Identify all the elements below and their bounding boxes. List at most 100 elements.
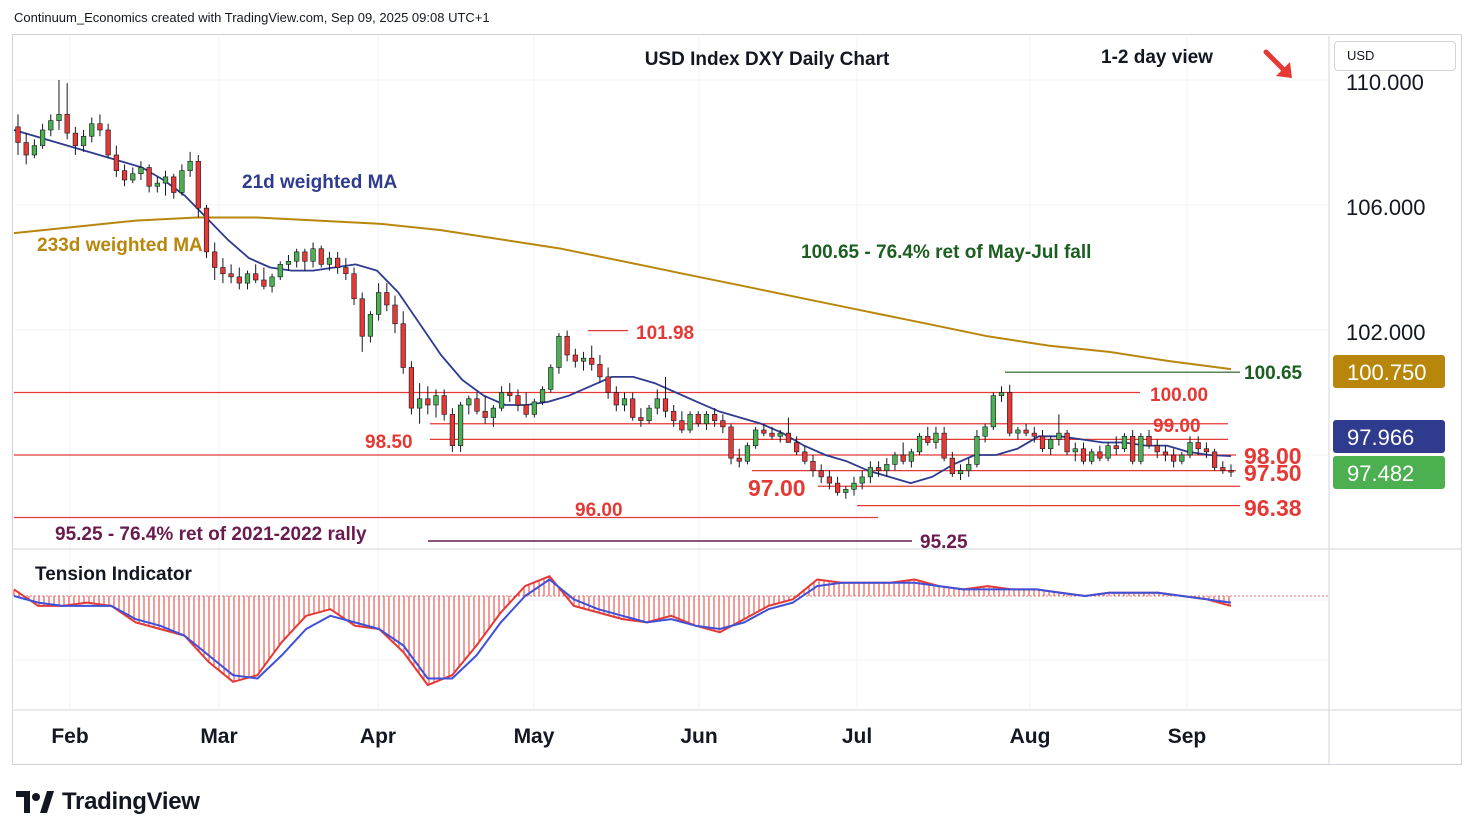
candle xyxy=(376,283,382,321)
price-tag-bg xyxy=(1333,456,1445,489)
wma21-line xyxy=(13,129,1232,485)
axes: 110.000 106.000 102.000 Feb Mar Apr May Jun Jul A… xyxy=(12,36,1462,764)
level-label-100-00: 100.00 xyxy=(1150,385,1208,406)
candle-body xyxy=(949,457,955,475)
candle xyxy=(580,351,587,371)
candle xyxy=(203,205,210,259)
candle-body xyxy=(957,470,964,475)
candle-body xyxy=(564,335,570,356)
candle-body xyxy=(56,114,62,121)
candle-body xyxy=(1056,432,1062,440)
candle-body xyxy=(1220,467,1226,471)
view-label: 1-2 day view xyxy=(1101,47,1213,68)
candle xyxy=(703,411,710,430)
candle-body xyxy=(253,273,259,281)
candle xyxy=(834,476,841,496)
candle xyxy=(417,383,423,424)
candle xyxy=(1105,442,1111,462)
candle xyxy=(1171,448,1177,468)
price-tags: 100.750 97.966 97.482 xyxy=(1333,355,1445,489)
candle-body xyxy=(277,264,283,278)
candle-body xyxy=(695,414,701,425)
candle-body xyxy=(195,160,201,209)
wma233-line xyxy=(13,216,1232,371)
unit-selector[interactable]: USD xyxy=(1334,41,1456,71)
candle-body xyxy=(884,464,890,471)
candle xyxy=(695,411,701,427)
level-label-99-00: 99.00 xyxy=(1153,416,1201,437)
long-retracement-label: 95.25 xyxy=(920,532,968,553)
candle-body xyxy=(580,357,587,362)
candle xyxy=(884,458,890,477)
candle xyxy=(39,123,46,149)
candle xyxy=(613,386,619,412)
x-tick-label: Jun xyxy=(680,725,717,748)
candle-body xyxy=(1039,435,1046,450)
price-tag: 97.966 xyxy=(1333,420,1445,453)
candle-body xyxy=(703,414,710,425)
candle-body xyxy=(64,114,70,134)
candle xyxy=(957,464,964,480)
candle-body xyxy=(523,404,529,415)
candle-body xyxy=(998,392,1005,396)
candle xyxy=(744,442,751,465)
candle xyxy=(187,151,193,177)
candle-body xyxy=(1121,435,1128,450)
candle xyxy=(130,167,136,184)
tradingview-logo-icon xyxy=(16,791,54,813)
candle-body xyxy=(294,251,300,262)
candle-body xyxy=(1228,470,1234,473)
candle xyxy=(1162,445,1169,462)
candle xyxy=(949,451,955,477)
candle-body xyxy=(335,257,341,268)
candle-body xyxy=(392,304,398,325)
price-tag-bg xyxy=(1333,355,1445,388)
candle-body xyxy=(179,170,185,193)
candle-body xyxy=(31,145,37,156)
candle xyxy=(212,242,218,280)
candle-body xyxy=(785,432,792,443)
candle xyxy=(531,398,537,418)
candle-body xyxy=(138,167,144,175)
candle xyxy=(1146,430,1152,449)
candle-body xyxy=(548,367,554,390)
candle-body xyxy=(941,432,947,459)
candle xyxy=(146,164,152,193)
candle xyxy=(220,258,226,284)
candle xyxy=(1138,433,1144,465)
candle-body xyxy=(531,401,537,415)
candle-body xyxy=(1162,451,1169,456)
candle xyxy=(687,411,693,434)
candle-body xyxy=(425,398,431,406)
candle-body xyxy=(203,207,210,253)
y-tick-label: 106.000 xyxy=(1346,195,1426,220)
x-tick-label: Feb xyxy=(51,725,88,748)
candle xyxy=(236,267,242,290)
candle xyxy=(589,345,595,371)
candle-body xyxy=(834,482,841,493)
candle xyxy=(605,367,611,399)
candle xyxy=(343,258,349,280)
candle-body xyxy=(1113,445,1119,450)
candle-body xyxy=(130,173,136,181)
candle-body xyxy=(769,432,775,437)
candle xyxy=(548,364,554,393)
candle-body xyxy=(1064,432,1070,453)
candle-body xyxy=(1105,445,1111,459)
candle xyxy=(138,161,144,180)
price-tag: 97.482 xyxy=(1333,456,1445,489)
candle-body xyxy=(966,464,972,471)
candle xyxy=(408,361,415,415)
candle-body xyxy=(1007,392,1013,434)
candle xyxy=(1113,436,1119,455)
candle xyxy=(507,383,513,402)
candle-body xyxy=(728,426,734,459)
candle xyxy=(1097,445,1103,462)
candle-body xyxy=(89,123,95,137)
candle xyxy=(490,405,496,427)
candle-body xyxy=(589,357,595,365)
candle-body xyxy=(113,154,119,171)
candle-body xyxy=(843,489,849,493)
candle-body xyxy=(851,482,857,490)
